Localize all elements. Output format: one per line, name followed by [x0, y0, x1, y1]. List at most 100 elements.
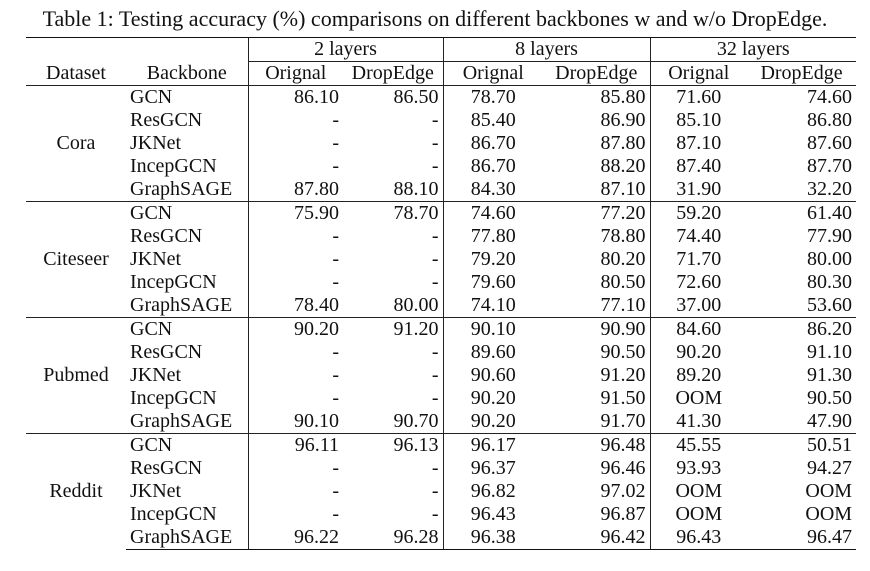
dropedge-value-cell: 78.80 — [600, 225, 646, 247]
original-value-cell: 96.82 — [442, 480, 544, 503]
original-value-cell: 89.60 — [442, 341, 544, 364]
table-row: IncepGCN - -86.70 88.20 87.40 87.70 — [26, 155, 856, 178]
original-value-cell: 37.00 — [649, 294, 748, 318]
original-value-cell: OOM — [649, 503, 748, 526]
dropedge-value-cell: 78.70 — [343, 201, 444, 225]
dropedge-value-cell: 96.42 — [543, 526, 651, 550]
dropedge-value-cell: - — [431, 457, 439, 479]
dropedge-value-cell: 87.80 — [600, 132, 646, 154]
backbone-name: JKNet — [130, 132, 182, 154]
dataset-header: Dataset — [46, 61, 106, 84]
backbone-name: IncepGCN — [130, 503, 217, 525]
dropedge-value-cell: 96.28 — [343, 526, 444, 550]
table-row: Citeseer GCN 75.90 78.70 74.60 77.20 59.20 61.4… — [26, 201, 857, 318]
dropedge-value-cell: OOM — [805, 503, 853, 525]
original-value-cell: - — [247, 480, 343, 503]
original-value-cell: 86.70 — [442, 132, 544, 155]
dropedge-value-cell: 96.48 — [543, 433, 651, 457]
original-value-cell: 93.93 — [649, 457, 748, 480]
dropedge-value-cell: 90.90 — [543, 317, 651, 341]
dropedge-value-cell: 88.10 — [393, 178, 439, 200]
dropedge-value-cell: 74.60 — [747, 85, 857, 109]
dropedge-value-cell: - — [431, 109, 439, 131]
original-header: Orignal — [649, 61, 748, 86]
original-value-cell: - — [247, 271, 343, 294]
original-value-cell: 96.38 — [442, 526, 544, 550]
dropedge-value-cell: - — [431, 155, 439, 177]
dropedge-value-cell: 80.00 — [393, 294, 439, 316]
group-header-2-layers: 2 layers — [247, 37, 444, 62]
dropedge-header: DropEdge — [351, 62, 434, 84]
dropedge-value-cell: 91.20 — [343, 317, 444, 341]
original-value-cell: - — [247, 155, 343, 178]
original-value-cell: 79.60 — [442, 271, 544, 294]
table-body: Cora GCN 86.10 86.50 78.70 85.80 71.60 74.60 Res… — [26, 85, 857, 550]
original-value-cell: 96.17 — [442, 433, 544, 457]
original-value-cell: - — [247, 341, 343, 364]
dropedge-value-cell: 96.13 — [343, 433, 444, 457]
backbone-name: JKNet — [130, 480, 182, 502]
backbone-name: GraphSAGE — [130, 410, 233, 432]
original-value-cell: 90.10 — [247, 410, 343, 434]
original-value-cell: 87.80 — [247, 178, 343, 202]
original-value-cell: 84.30 — [442, 178, 544, 202]
original-value-cell: 90.20 — [442, 410, 544, 434]
table-row: GraphSAGE 87.80 88.10 84.30 87.10 31.90 32.20 — [26, 178, 856, 202]
original-value-cell: 77.80 — [442, 225, 544, 248]
results-table: 2 layers 8 layers 32 layers Dataset Back… — [26, 37, 857, 550]
dropedge-header: DropEdge — [760, 62, 843, 84]
original-value-cell: 45.55 — [649, 433, 748, 457]
original-value-cell: 86.10 — [247, 85, 343, 109]
original-value-cell: 74.40 — [649, 225, 748, 248]
dropedge-value-cell: 77.20 — [543, 201, 651, 225]
original-value-cell: - — [247, 248, 343, 271]
dropedge-value-cell: 53.60 — [807, 294, 853, 316]
backbone-name: GraphSAGE — [130, 178, 233, 200]
backbone-name: IncepGCN — [130, 387, 217, 409]
header-row-columns: Dataset Backbone Orignal DropEdge Origna… — [26, 61, 856, 86]
dropedge-value-cell: 97.02 — [600, 480, 646, 502]
dropedge-value-cell: 91.30 — [807, 364, 853, 386]
dropedge-value-cell: 96.47 — [747, 526, 857, 550]
dropedge-value-cell: 91.70 — [600, 410, 646, 432]
dropedge-value-cell: 87.70 — [807, 155, 853, 177]
dropedge-value-cell: 32.20 — [807, 178, 853, 200]
dropedge-value-cell: 91.10 — [807, 341, 853, 363]
original-value-cell: 90.10 — [442, 317, 544, 341]
table-row: ResGCN - -96.37 96.46 93.93 94.27 — [26, 457, 856, 480]
dropedge-value-cell: - — [431, 341, 439, 363]
table-row: Pubmed GCN 90.20 91.20 90.10 90.90 84.60 86.20 — [26, 317, 857, 434]
original-value-cell: 96.37 — [442, 457, 544, 480]
original-value-cell: 90.20 — [649, 341, 748, 364]
original-value-cell: - — [247, 457, 343, 480]
dropedge-value-cell: 96.87 — [600, 503, 646, 525]
backbone-name: GraphSAGE — [130, 294, 233, 316]
dropedge-value-cell: 86.90 — [600, 109, 646, 131]
group-header-32-layers: 32 layers — [649, 37, 857, 62]
dropedge-value-cell: 86.50 — [343, 85, 444, 109]
dropedge-value-cell: 77.90 — [807, 225, 853, 247]
dropedge-value-cell: 80.20 — [600, 248, 646, 270]
header-row-groups: 2 layers 8 layers 32 layers — [26, 37, 857, 62]
original-value-cell: 31.90 — [649, 178, 748, 202]
table-row: JKNet - -96.82 97.02 OOM OOM — [26, 480, 856, 503]
original-value-cell: 96.11 — [247, 433, 343, 457]
dataset-name: Cora — [26, 85, 126, 202]
original-value-cell: 90.20 — [442, 387, 544, 410]
dropedge-value-cell: 61.40 — [747, 201, 857, 225]
table-row: JKNet - -79.20 80.20 71.70 80.00 — [26, 248, 856, 271]
original-value-cell: 41.30 — [649, 410, 748, 434]
dropedge-value-cell: 80.50 — [600, 271, 646, 293]
original-value-cell: 85.10 — [649, 109, 748, 132]
original-value-cell: 96.22 — [247, 526, 343, 550]
dropedge-value-cell: - — [431, 387, 439, 409]
original-value-cell: - — [247, 132, 343, 155]
original-value-cell: - — [247, 225, 343, 248]
dropedge-value-cell: - — [431, 364, 439, 386]
group-header-8-layers: 8 layers — [442, 37, 651, 62]
table-row: JKNet - -90.60 91.20 89.20 91.30 — [26, 364, 856, 387]
dropedge-value-cell: 91.20 — [600, 364, 646, 386]
table-row: ResGCN - -89.60 90.50 90.20 91.10 — [26, 341, 856, 364]
original-value-cell: 87.40 — [649, 155, 748, 178]
original-value-cell: 90.60 — [442, 364, 544, 387]
